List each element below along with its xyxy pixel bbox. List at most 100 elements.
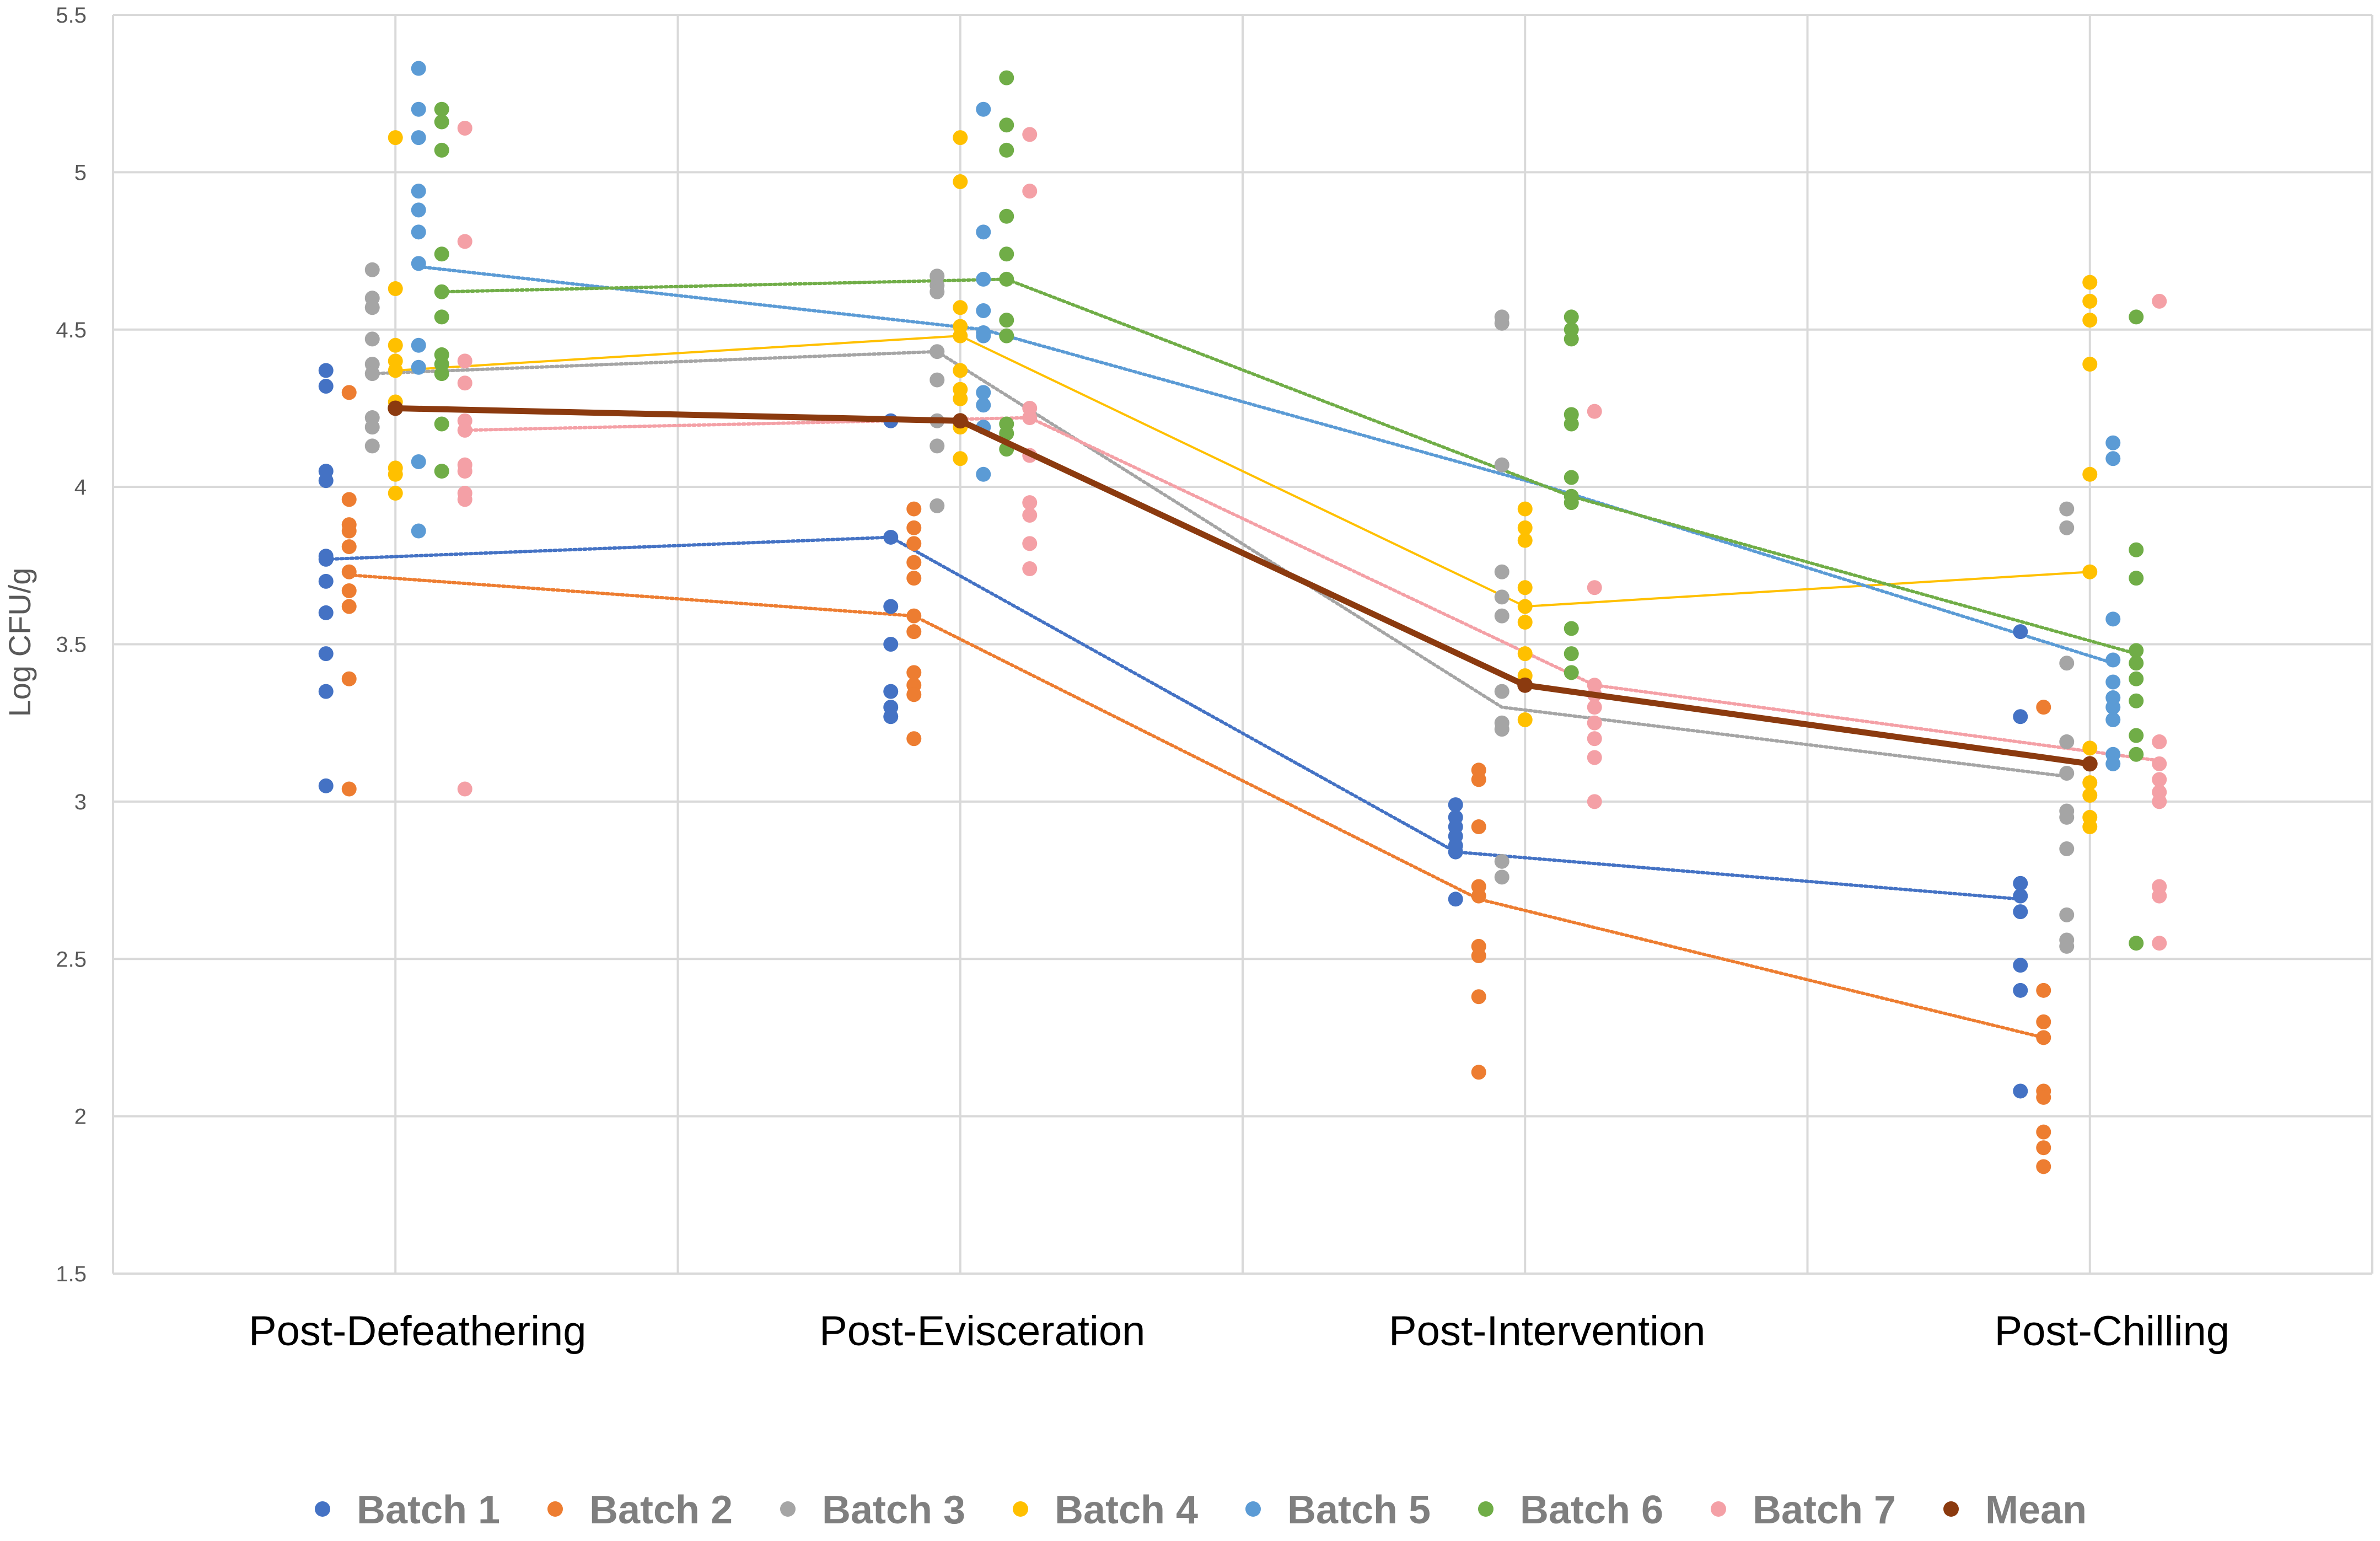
x-category-label: Post-Defeathering [249, 1308, 587, 1355]
data-point [1564, 646, 1579, 662]
data-point [2059, 656, 2075, 671]
data-point [976, 398, 991, 413]
data-point [2105, 756, 2121, 771]
data-point [341, 671, 357, 686]
data-point [364, 331, 380, 347]
legend-marker [1943, 1501, 1959, 1517]
data-point [2129, 309, 2144, 325]
data-point [1517, 646, 1533, 662]
legend-marker [315, 1501, 330, 1517]
data-point [1517, 580, 1533, 595]
data-point [999, 313, 1014, 328]
legend-label: Batch 4 [1055, 1488, 1198, 1532]
data-point [1471, 888, 1486, 904]
data-point [1022, 495, 1038, 511]
data-point [2082, 775, 2098, 791]
data-point [318, 378, 334, 394]
legend-label: Batch 1 [357, 1488, 500, 1532]
data-point [411, 337, 426, 353]
y-tick-label: 3 [74, 790, 87, 814]
legend-label: Batch 6 [1520, 1488, 1663, 1532]
data-point [434, 464, 449, 479]
data-point [999, 271, 1014, 287]
data-point [388, 130, 403, 146]
data-point [411, 130, 426, 146]
mean-point [2082, 756, 2098, 772]
data-point [2059, 809, 2075, 825]
data-point [953, 451, 968, 466]
data-point [364, 262, 380, 277]
grid-layer: 1.5 2 2.5 3 3.5 4 4.5 5 5.5 [56, 3, 2373, 1286]
data-point [364, 438, 380, 454]
data-point [1587, 715, 1602, 731]
data-point [318, 684, 334, 699]
data-point [2059, 501, 2075, 517]
series-trend-line [370, 350, 2069, 778]
data-point [1494, 608, 1509, 624]
data-point [434, 284, 449, 299]
mean-point [388, 400, 404, 416]
data-point [2129, 671, 2144, 686]
data-point [2105, 700, 2121, 715]
data-point [411, 224, 426, 240]
data-point [318, 363, 334, 378]
data-point [2152, 756, 2167, 771]
x-category-label: Post-Evisceration [819, 1308, 1145, 1355]
data-point [341, 523, 357, 539]
data-point [953, 174, 968, 189]
data-point [341, 564, 357, 579]
data-point [883, 529, 899, 545]
data-point [318, 573, 334, 589]
y-tick-label: 5.5 [56, 3, 87, 28]
data-point [434, 246, 449, 262]
data-point [2129, 693, 2144, 708]
axis-labels: Log CFU/g Post-Defeathering Post-Eviscera… [2, 568, 2229, 1355]
series-points [318, 61, 2167, 1174]
data-point [434, 416, 449, 432]
data-point [1494, 853, 1509, 869]
mean-point [952, 413, 968, 429]
data-point [1564, 470, 1579, 485]
legend-label: Batch 7 [1753, 1488, 1896, 1532]
data-point [364, 420, 380, 435]
data-point [1517, 501, 1533, 517]
data-point [906, 624, 922, 640]
data-point [2105, 611, 2121, 627]
series-trend-line [463, 416, 2161, 763]
data-point [1494, 869, 1509, 885]
data-point [2013, 709, 2028, 724]
data-point [2082, 466, 2098, 482]
data-point [906, 555, 922, 570]
data-point [976, 328, 991, 343]
data-point [1564, 416, 1579, 432]
data-point [2129, 571, 2144, 586]
data-point [1471, 948, 1486, 964]
data-point [341, 492, 357, 507]
data-point [341, 385, 357, 400]
data-point [2059, 907, 2075, 922]
x-category-label: Post-Chilling [1994, 1308, 2229, 1355]
data-point [2105, 674, 2121, 690]
data-point [906, 687, 922, 702]
data-point [318, 551, 334, 567]
y-tick-label: 5 [74, 160, 87, 185]
data-point [1022, 184, 1038, 199]
data-point [411, 202, 426, 218]
data-point [411, 184, 426, 199]
legend-marker [1711, 1501, 1726, 1517]
data-point [2059, 734, 2075, 749]
data-point [1564, 309, 1579, 325]
data-point [1564, 495, 1579, 511]
data-point [1022, 561, 1038, 577]
data-point [1471, 989, 1486, 1005]
data-point [2082, 819, 2098, 835]
data-point [1517, 615, 1533, 630]
data-point [318, 473, 334, 488]
mean-line [395, 405, 2091, 767]
data-point [388, 486, 403, 501]
data-point [2082, 787, 2098, 803]
data-point [2082, 313, 2098, 328]
data-point [2152, 794, 2167, 809]
y-tick-label: 1.5 [56, 1262, 87, 1286]
legend-label: Batch 3 [822, 1488, 965, 1532]
